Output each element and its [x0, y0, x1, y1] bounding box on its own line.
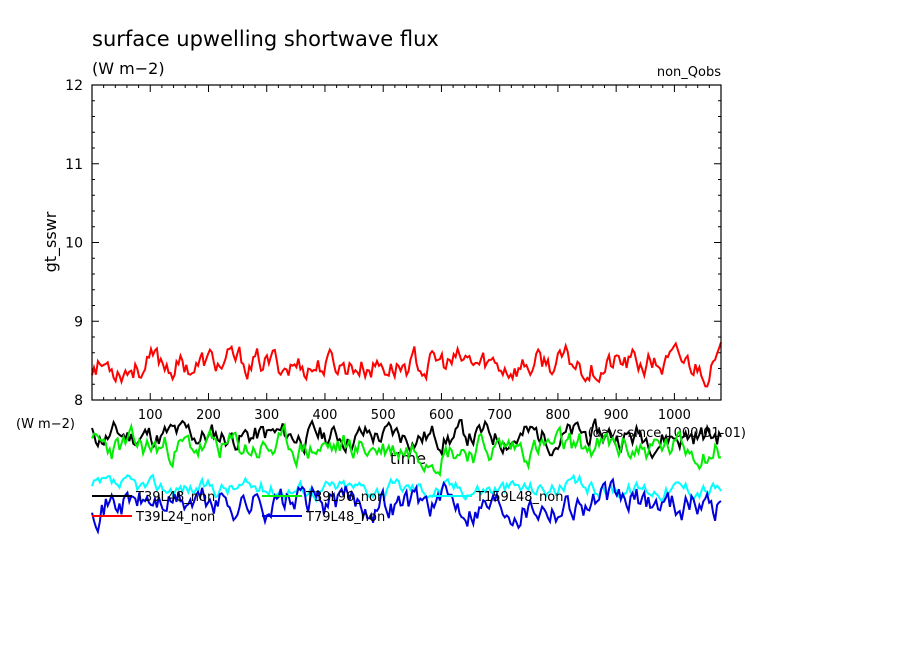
plot-frame: [91, 84, 722, 401]
y-tick-label: 12: [65, 78, 83, 94]
y-tick-label: 10: [65, 236, 83, 252]
x-tick-label: 500: [371, 408, 396, 423]
legend-label: T159L48_non: [475, 490, 563, 505]
series-line-T39L24_non: [91, 341, 722, 388]
y-tick-label: 8: [74, 393, 83, 409]
legend-label: T79L48_non: [305, 510, 385, 525]
x-tick-label: 300: [254, 408, 279, 423]
x-tick-label: 100: [138, 408, 163, 423]
series-line-T39L48_non: [91, 418, 722, 460]
x-tick-label: 1000: [658, 408, 691, 423]
chart-tag: non_Qobs: [657, 65, 721, 80]
series-line-T79L48_non: [91, 477, 722, 535]
x-tick-label: 700: [487, 408, 512, 423]
series-layer: [91, 341, 722, 535]
y-tick-label: 9: [74, 314, 83, 330]
x-tick-label: 400: [313, 408, 338, 423]
series-line-T159L48_non: [91, 473, 722, 504]
series-line-T39L96_non: [91, 422, 722, 478]
x-tick-label: 200: [196, 408, 221, 423]
chart-title: surface upwelling shortwave flux: [92, 27, 439, 51]
x-tick-label: 600: [429, 408, 454, 423]
legend-label: T39L48_non: [135, 490, 215, 505]
units-lower: (W m−2): [16, 417, 75, 432]
chart-units: (W m−2): [92, 59, 165, 78]
axis-ticks: 100 200 300 400 500 600 700 800 900 1000 8 9 10 11 12: [65, 78, 721, 423]
x-tick-label: 900: [604, 408, 629, 423]
legend-label: T39L96_non: [305, 490, 385, 505]
legend-label: T39L24_non: [135, 510, 215, 525]
x-tick-label: 800: [546, 408, 571, 423]
legend: T39L48_non T39L96_non T159L48_non T39L24_no…: [92, 490, 563, 525]
y-tick-label: 11: [65, 157, 83, 173]
y-axis-label: gt_sswr: [41, 211, 61, 272]
